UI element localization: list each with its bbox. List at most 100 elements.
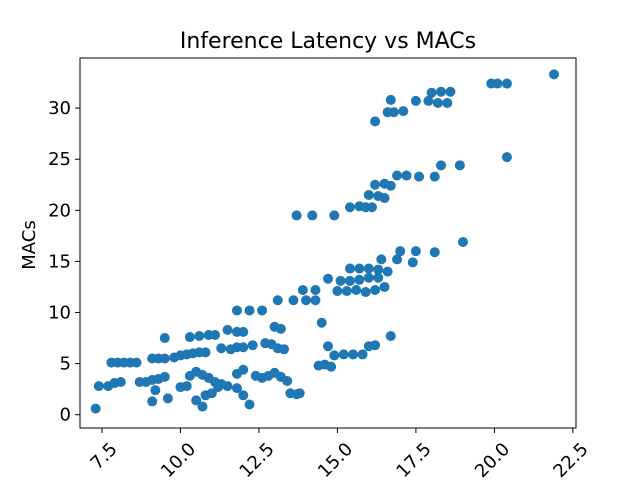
y-tick-label: 5	[60, 354, 71, 375]
points-layer	[90, 69, 560, 414]
scatter-point	[329, 350, 340, 361]
scatter-point	[366, 202, 377, 213]
scatter-point	[370, 179, 381, 190]
scatter-point	[429, 247, 440, 258]
scatter-point	[410, 246, 421, 257]
scatter-point	[414, 171, 425, 182]
scatter-point	[429, 171, 440, 182]
scatter-point	[310, 285, 321, 296]
scatter-point	[423, 95, 434, 106]
scatter-point	[382, 266, 393, 277]
scatter-point	[379, 281, 390, 292]
scatter-point	[392, 254, 403, 265]
scatter-point	[323, 341, 333, 352]
scatter-point	[492, 78, 503, 89]
scatter-point	[301, 295, 312, 306]
scatter-point	[344, 275, 355, 286]
y-tick-label: 25	[48, 149, 71, 170]
scatter-point	[238, 364, 249, 375]
scatter-point	[363, 263, 374, 274]
scatter-point	[360, 287, 371, 298]
scatter-point	[445, 86, 456, 97]
scatter-point	[200, 347, 211, 358]
scatter-point	[457, 236, 468, 247]
scatter-point	[310, 295, 321, 306]
scatter-point	[351, 285, 362, 296]
scatter-point	[348, 349, 359, 360]
scatter-point	[159, 353, 170, 364]
chart-title: Inference Latency vs MACs	[180, 29, 476, 54]
scatter-point	[159, 333, 170, 344]
scatter-point	[436, 160, 447, 171]
scatter-point	[162, 393, 173, 404]
scatter-point	[238, 326, 249, 337]
scatter-point	[307, 210, 318, 221]
scatter-point	[395, 246, 406, 257]
scatter-point	[338, 349, 349, 360]
scatter-point	[209, 329, 220, 340]
scatter-point	[442, 97, 453, 108]
y-tick-label: 0	[60, 405, 71, 426]
scatter-point	[379, 193, 390, 204]
scatter-point	[231, 305, 242, 316]
scatter-point	[326, 361, 337, 372]
scatter-point	[501, 152, 512, 163]
scatter-point	[222, 324, 233, 335]
scatter-point	[131, 357, 142, 368]
scatter-point	[181, 381, 192, 392]
scatter-point	[231, 383, 242, 394]
scatter-point	[407, 257, 418, 268]
scatter-point	[385, 94, 396, 105]
scatter-point	[90, 403, 101, 414]
scatter-point	[357, 349, 368, 360]
scatter-point	[294, 388, 305, 399]
x-tick-label: 10.0	[157, 439, 200, 480]
scatter-point	[329, 210, 340, 221]
scatter-point	[191, 395, 202, 406]
scatter-point	[354, 274, 365, 285]
scatter-point	[354, 263, 365, 274]
scatter-point	[332, 286, 343, 297]
y-tick-label: 15	[48, 251, 71, 272]
x-tick-label: 7.5	[87, 439, 122, 474]
scatter-point	[147, 396, 158, 407]
x-tick-label: 20.0	[471, 439, 514, 480]
scatter-point	[150, 385, 161, 396]
scatter-point	[363, 272, 374, 283]
y-axis-label: MACs	[19, 220, 40, 269]
scatter-point	[388, 107, 399, 118]
scatter-point	[206, 388, 217, 399]
scatter-point	[344, 202, 355, 213]
scatter-point	[323, 273, 333, 284]
scatter-point	[432, 97, 443, 108]
scatter-point	[282, 375, 293, 386]
scatter-point	[410, 95, 421, 106]
scatter-point	[376, 254, 387, 265]
plot-frame	[79, 57, 577, 429]
y-axis-label-group: MACs	[19, 220, 40, 269]
scatter-point	[159, 371, 170, 382]
scatter-point	[115, 377, 126, 388]
scatter-point	[436, 86, 447, 97]
scatter-point	[370, 285, 381, 296]
scatter-point	[370, 340, 381, 351]
scatter-point	[373, 264, 384, 275]
scatter-point	[335, 275, 346, 286]
scatter-point	[549, 69, 560, 80]
scatter-point	[297, 285, 308, 296]
scatter-point	[275, 323, 286, 334]
scatter-point	[238, 342, 249, 353]
x-tick-label: 22.5	[549, 439, 592, 480]
scatter-point	[385, 180, 396, 191]
scatter-point	[426, 87, 437, 98]
scatter-point	[370, 116, 381, 127]
x-tick-label: 17.5	[392, 439, 435, 480]
y-tick-label: 10	[48, 303, 71, 324]
scatter-point	[341, 286, 352, 297]
y-tick-label: 30	[48, 98, 71, 119]
scatter-point	[291, 210, 302, 221]
scatter-point	[363, 189, 374, 200]
scatter-point	[373, 272, 384, 283]
x-tick-label: 12.5	[235, 439, 278, 480]
